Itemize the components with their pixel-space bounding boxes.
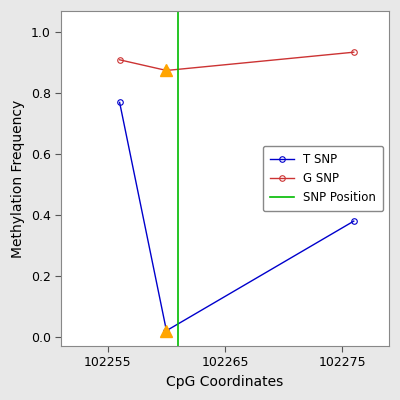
X-axis label: CpG Coordinates: CpG Coordinates: [166, 375, 284, 389]
T SNP: [164, 328, 169, 333]
G SNP: [117, 58, 122, 62]
G SNP: [351, 50, 356, 55]
T SNP: [351, 219, 356, 224]
T SNP: [117, 100, 122, 105]
Y-axis label: Methylation Frequency: Methylation Frequency: [11, 99, 25, 258]
Line: T SNP: T SNP: [117, 100, 356, 334]
Line: G SNP: G SNP: [117, 50, 356, 73]
Legend: T SNP, G SNP, SNP Position: T SNP, G SNP, SNP Position: [263, 146, 383, 211]
G SNP: [164, 68, 169, 73]
